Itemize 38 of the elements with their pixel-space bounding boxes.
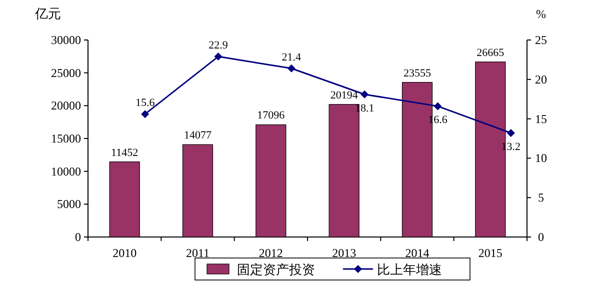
x-tick-label: 2014 <box>405 246 430 260</box>
x-tick-label: 2011 <box>186 246 210 260</box>
point <box>287 64 296 72</box>
y2-tick-label: 15 <box>535 112 547 126</box>
point <box>214 52 222 61</box>
x-tick-label: 2015 <box>478 246 502 260</box>
y2-tick-label: 25 <box>535 33 547 47</box>
data-label: 22.9 <box>208 40 228 52</box>
data-label: 23555 <box>404 67 432 80</box>
data-label: 15.6 <box>135 97 156 110</box>
y-tick-label: 5000 <box>57 197 81 212</box>
data-label: 14077 <box>184 130 212 142</box>
y-tick-label: 20000 <box>51 98 81 113</box>
x-tick-label: 2012 <box>258 246 283 260</box>
legend-label: 比上年增速 <box>377 262 442 277</box>
y-tick-label: 25000 <box>51 66 81 80</box>
y2-tick-label: 5 <box>538 190 544 205</box>
y-tick-label: 15000 <box>51 132 81 146</box>
y2-tick-label: 10 <box>535 151 547 166</box>
y-tick-label: 0 <box>75 230 81 244</box>
legend-label: 固定资产投资 <box>237 262 315 277</box>
data-label: 21.4 <box>282 51 302 64</box>
x-tick-label: 2013 <box>332 246 356 260</box>
y-tick-label: 30000 <box>51 33 81 47</box>
y2-tick-label: 20 <box>535 72 547 86</box>
x-tick-label: 2010 <box>112 246 137 260</box>
y-axis-title: 亿元 <box>34 6 61 21</box>
point <box>434 102 442 110</box>
point <box>141 110 150 118</box>
point <box>360 90 369 98</box>
data-label: 11452 <box>111 146 138 159</box>
data-label: 17096 <box>257 110 286 122</box>
y-tick-label: 10000 <box>51 164 81 178</box>
y2-axis-title: % <box>536 7 546 21</box>
data-label: 20194 <box>330 89 358 102</box>
data-label: 26665 <box>476 46 505 59</box>
y2-tick-label: 0 <box>538 230 544 244</box>
point <box>506 128 515 137</box>
